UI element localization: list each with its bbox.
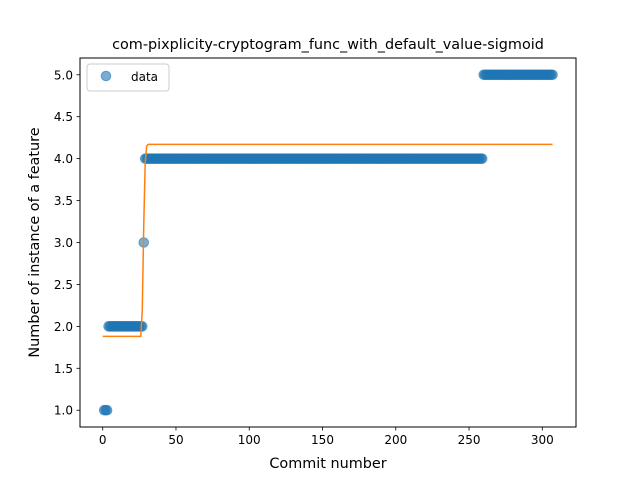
fitted-sigmoid-line	[102, 143, 553, 338]
y-tick-label: 4.5	[54, 110, 73, 124]
legend-label: data	[131, 70, 158, 84]
y-tick-label: 4.0	[54, 152, 73, 166]
y-axis-ticks: 1.0 1.5 2.0 2.5 3.0 3.5 4.0 4.5 5.0	[54, 68, 80, 418]
x-axis-label: Commit number	[269, 456, 386, 472]
x-tick-label: 100	[238, 433, 261, 447]
y-tick-label: 1.0	[54, 404, 73, 418]
y-tick-label: 3.5	[54, 194, 73, 208]
plot-area	[98, 69, 558, 416]
y-tick-label: 5.0	[54, 68, 73, 82]
y-tick-label: 2.0	[54, 320, 73, 334]
x-tick-label: 50	[168, 433, 183, 447]
x-tick-label: 0	[99, 433, 107, 447]
y-tick-label: 3.0	[54, 236, 73, 250]
data-point	[547, 69, 558, 81]
y-tick-label: 2.5	[54, 278, 73, 292]
data-point	[476, 153, 488, 164]
legend: data	[86, 63, 170, 92]
y-axis-label: Number of instance of a feature	[27, 127, 43, 357]
legend-marker	[100, 70, 112, 82]
data-point	[101, 404, 113, 416]
x-axis-ticks: 0 50 100 150 200 250 300	[99, 427, 554, 447]
axes-frame	[79, 57, 577, 428]
x-tick-label: 250	[458, 433, 481, 447]
x-tick-label: 150	[311, 433, 334, 447]
x-tick-label: 300	[531, 433, 554, 447]
x-tick-label: 200	[384, 433, 407, 447]
y-tick-label: 1.5	[54, 362, 73, 376]
legend-box	[86, 63, 170, 92]
chart-title: com-pixplicity-cryptogram_func_with_defa…	[112, 37, 544, 53]
